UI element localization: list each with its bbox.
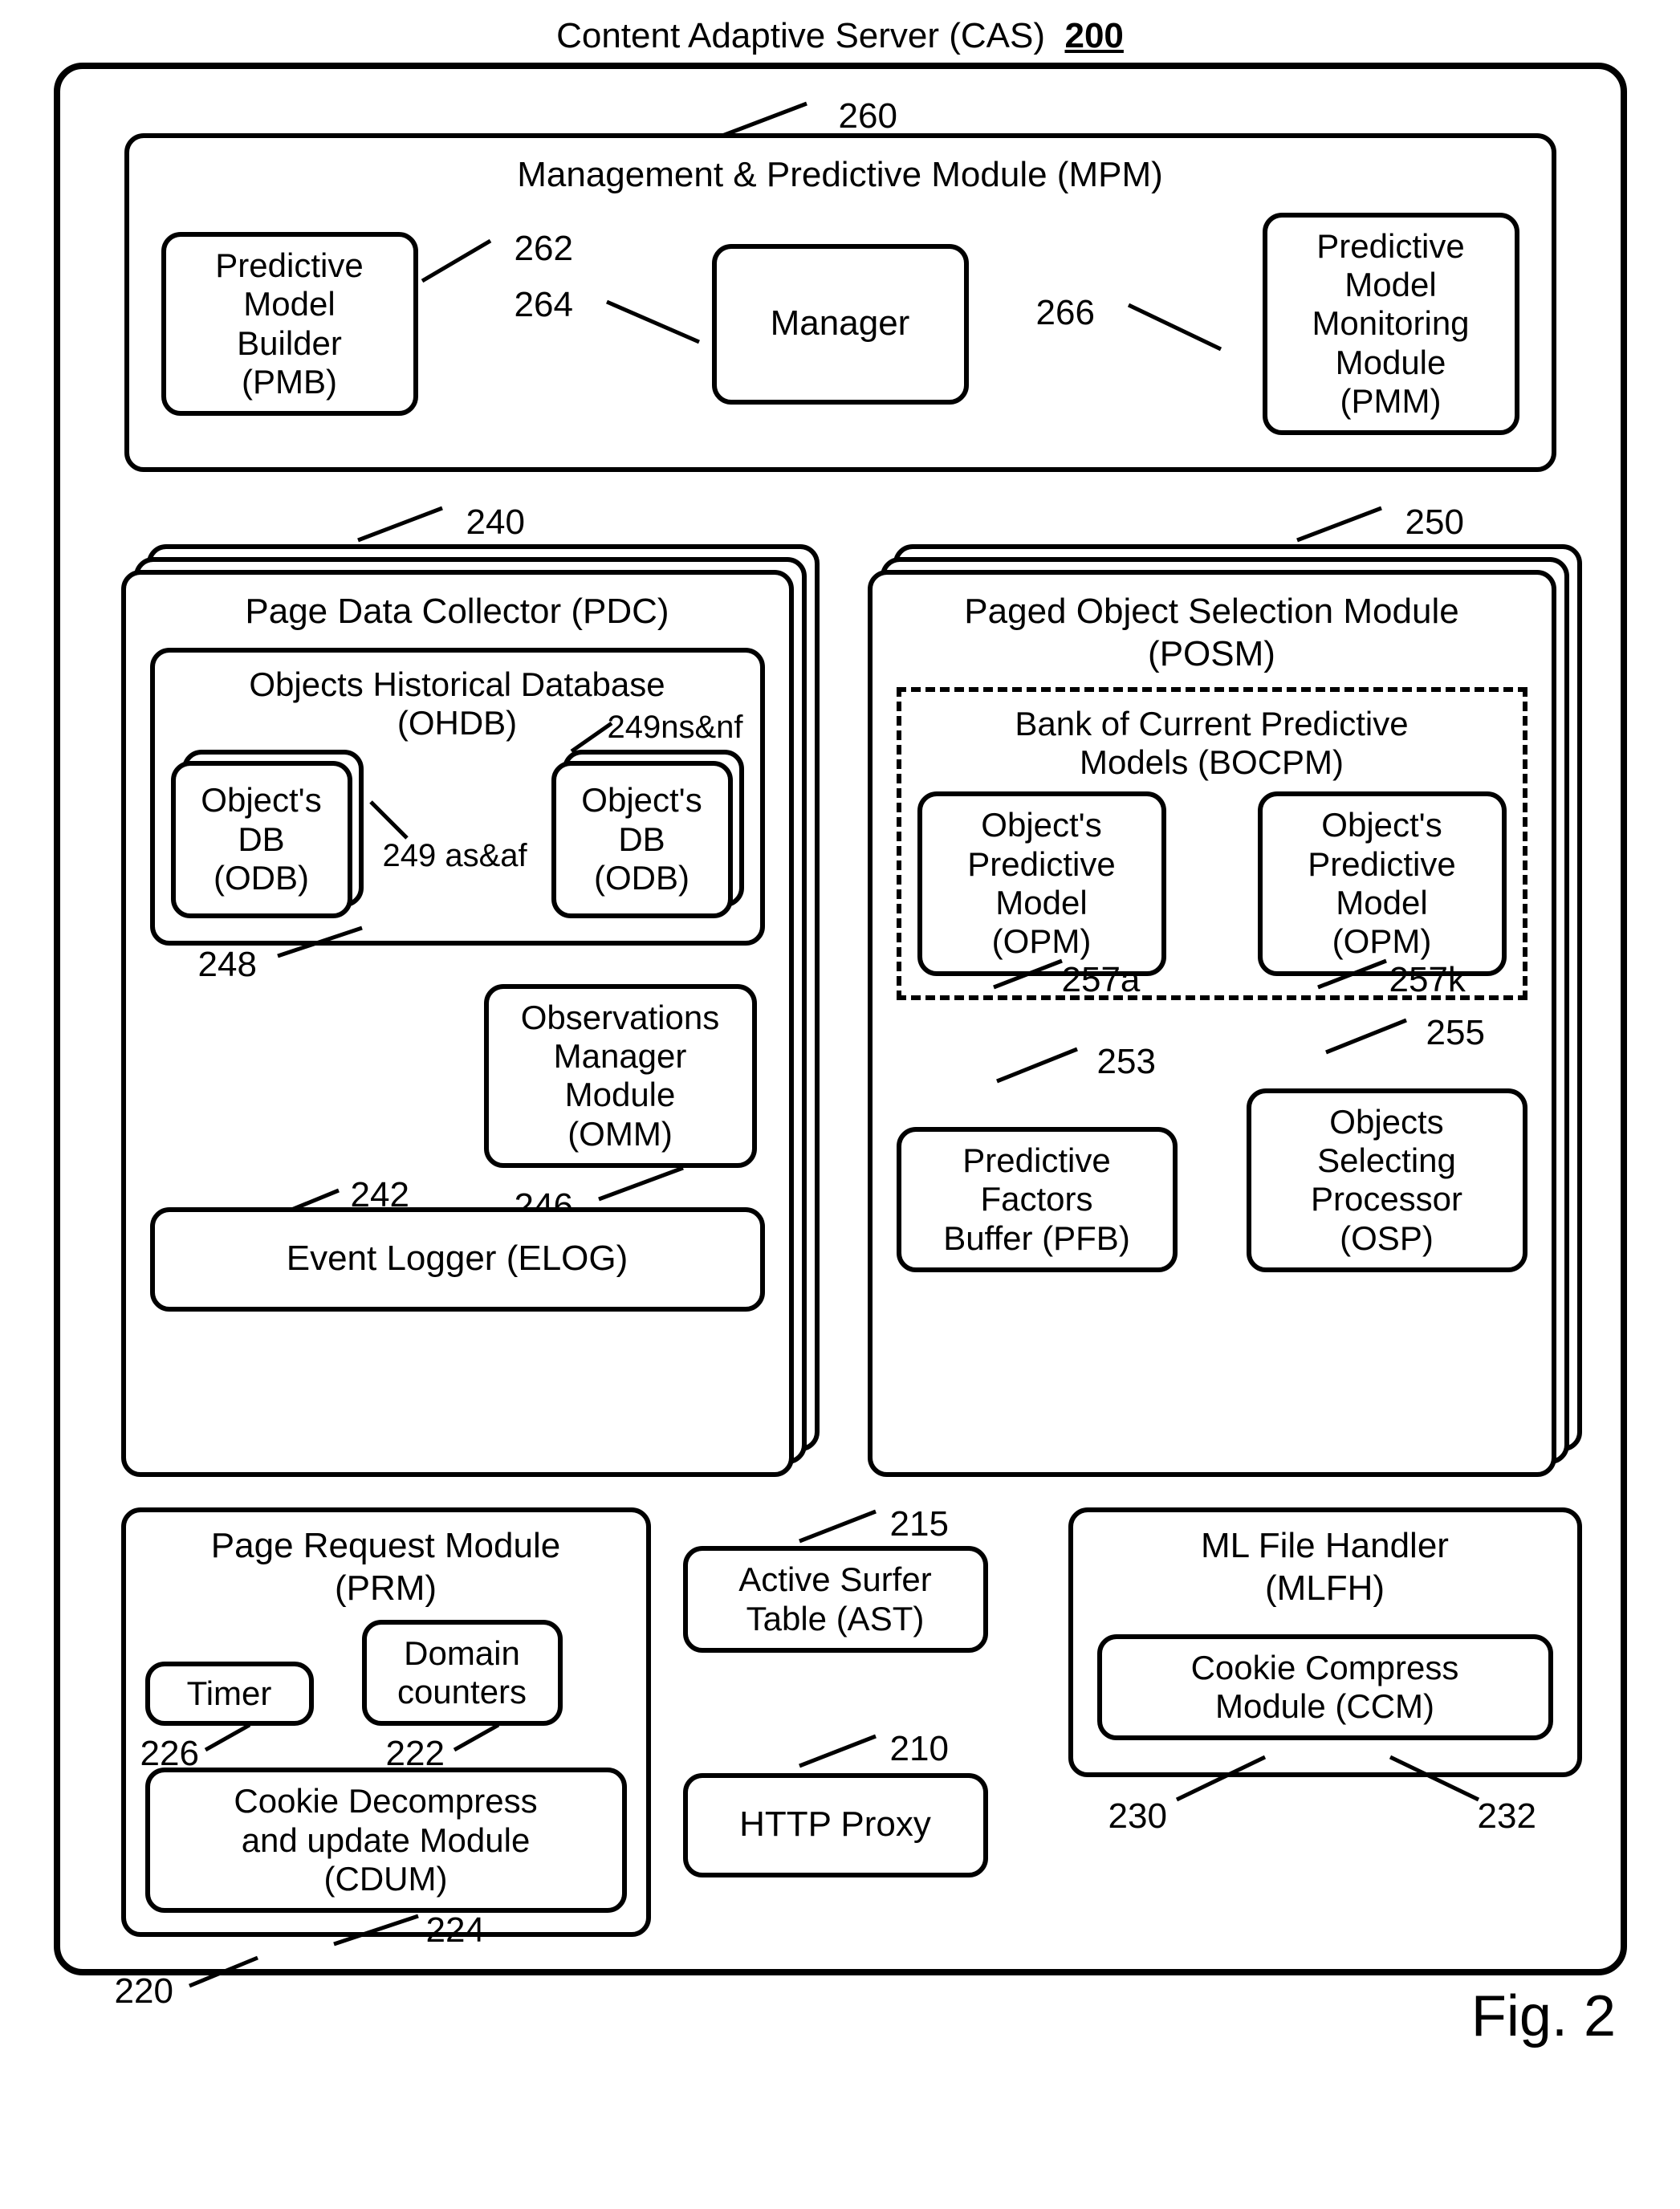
ref-253: 253: [1097, 1042, 1156, 1082]
prm-title: Page Request Module (PRM): [145, 1525, 627, 1610]
ref-255: 255: [1426, 1013, 1485, 1053]
posm-box: Paged Object Selection Module (POSM) Ban…: [868, 570, 1556, 1477]
bocpm-box: Bank of Current Predictive Models (BOCPM…: [897, 687, 1527, 1000]
pmm-box: Predictive Model Monitoring Module (PMM): [1263, 213, 1519, 435]
ref-210: 210: [890, 1729, 949, 1769]
ref-262: 262: [515, 229, 573, 269]
posm-stack: 250 Paged Object Selection Module (POSM)…: [868, 544, 1582, 1475]
elog-box: Event Logger (ELOG): [150, 1207, 765, 1312]
ast-box: Active Surfer Table (AST): [683, 1546, 988, 1653]
mlfh-box: ML File Handler (MLFH) Cookie Compress M…: [1068, 1507, 1582, 1777]
ref-220: 220: [115, 1971, 173, 2012]
ref-249nsnf: 249ns&nf: [608, 710, 743, 746]
page-title: Content Adaptive Server (CAS) 200: [16, 16, 1664, 56]
opm-box-2: Object's Predictive Model (OPM): [1258, 791, 1507, 975]
ref-260: 260: [839, 96, 897, 136]
ref-240: 240: [466, 502, 525, 543]
ref-264: 264: [515, 285, 573, 325]
posm-title: Paged Object Selection Module (POSM): [897, 591, 1527, 676]
osp-box: Objects Selecting Processor (OSP): [1247, 1088, 1527, 1272]
pdc-stack: 240 Page Data Collector (PDC) Objects Hi…: [121, 544, 820, 1475]
ref-249asaf: 249 as&af: [383, 838, 527, 874]
omm-box: Observations Manager Module (OMM): [484, 984, 757, 1168]
main-frame: 260 Management & Predictive Module (MPM)…: [54, 63, 1627, 1975]
ref-257k: 257k: [1389, 960, 1466, 1000]
figure-label: Fig. 2: [16, 1983, 1616, 2049]
ref-257a: 257a: [1062, 960, 1141, 1000]
ref-215: 215: [890, 1504, 949, 1544]
ref-232: 232: [1478, 1796, 1536, 1837]
opm-box-1: Object's Predictive Model (OPM): [917, 791, 1166, 975]
pfb-box: Predictive Factors Buffer (PFB): [897, 1127, 1178, 1272]
ohdb-box: Objects Historical Database (OHDB) Objec…: [150, 648, 765, 946]
prm-box: Page Request Module (PRM) Timer Domain c…: [121, 1507, 651, 1937]
pdc-box: Page Data Collector (PDC) Objects Histor…: [121, 570, 794, 1477]
odb-box-1: Object's DB (ODB): [171, 761, 352, 918]
ref-224: 224: [426, 1910, 485, 1951]
mlfh-title: ML File Handler (MLFH): [1097, 1525, 1553, 1610]
pdc-title: Page Data Collector (PDC): [150, 591, 765, 633]
ref-250: 250: [1405, 502, 1464, 543]
pmb-box: Predictive Model Builder (PMB): [161, 232, 418, 416]
mpm-title: Management & Predictive Module (MPM): [161, 154, 1519, 197]
ref-266: 266: [1036, 293, 1095, 333]
manager-box: Manager: [712, 244, 969, 405]
domain-counters-box: Domain counters: [362, 1620, 563, 1727]
ref-230: 230: [1108, 1796, 1167, 1837]
http-proxy-box: HTTP Proxy: [683, 1773, 988, 1877]
ccm-box: Cookie Compress Module (CCM): [1097, 1634, 1553, 1741]
cdum-box: Cookie Decompress and update Module (CDU…: [145, 1768, 627, 1913]
odb-box-2: Object's DB (ODB): [551, 761, 733, 918]
mpm-box: Management & Predictive Module (MPM) Pre…: [124, 133, 1556, 472]
timer-box: Timer: [145, 1662, 314, 1726]
